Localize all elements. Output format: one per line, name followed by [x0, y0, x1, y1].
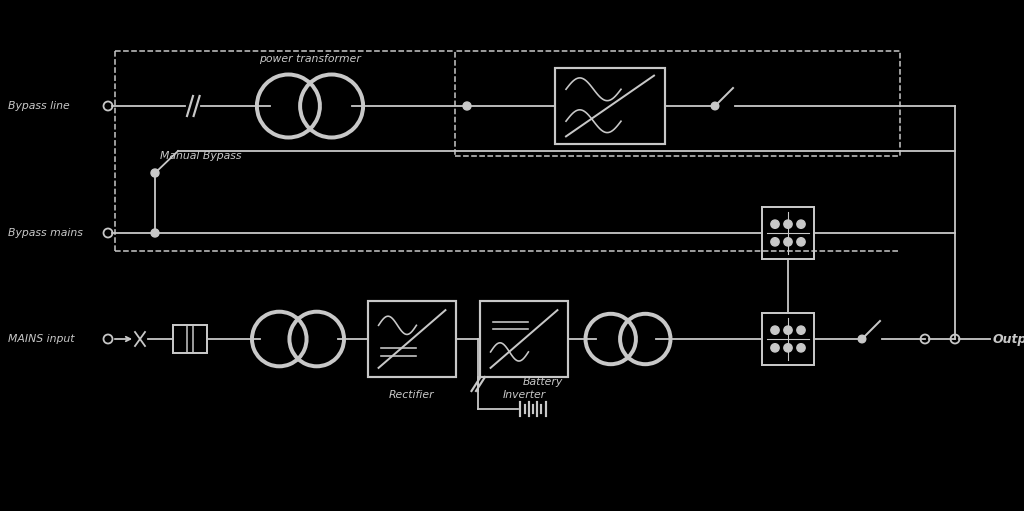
Circle shape [771, 238, 779, 246]
Circle shape [797, 344, 805, 352]
Bar [455, 51, 900, 156]
Text: power transformer: power transformer [259, 54, 360, 64]
Circle shape [151, 229, 159, 237]
Bar [480, 301, 568, 377]
Text: Inverter: Inverter [503, 390, 546, 400]
Circle shape [783, 344, 793, 352]
Text: Rectifier: Rectifier [389, 390, 435, 400]
Text: Battery: Battery [523, 377, 563, 387]
Bar [368, 301, 456, 377]
Text: Manual Bypass: Manual Bypass [160, 151, 242, 161]
Circle shape [783, 326, 793, 334]
Bar [762, 313, 814, 365]
Bar [555, 68, 665, 144]
Circle shape [771, 326, 779, 334]
Circle shape [151, 169, 159, 177]
Text: MAINS input: MAINS input [8, 334, 75, 344]
Bar [762, 207, 814, 259]
Bar [173, 325, 207, 353]
Circle shape [797, 326, 805, 334]
Text: Output: Output [993, 333, 1024, 345]
Circle shape [797, 238, 805, 246]
Circle shape [771, 220, 779, 228]
Text: Bypass mains: Bypass mains [8, 228, 83, 238]
Circle shape [797, 220, 805, 228]
Circle shape [771, 344, 779, 352]
Circle shape [783, 220, 793, 228]
Circle shape [783, 238, 793, 246]
Circle shape [463, 102, 471, 110]
Text: Bypass line: Bypass line [8, 101, 70, 111]
Circle shape [712, 102, 719, 110]
Circle shape [858, 335, 866, 343]
